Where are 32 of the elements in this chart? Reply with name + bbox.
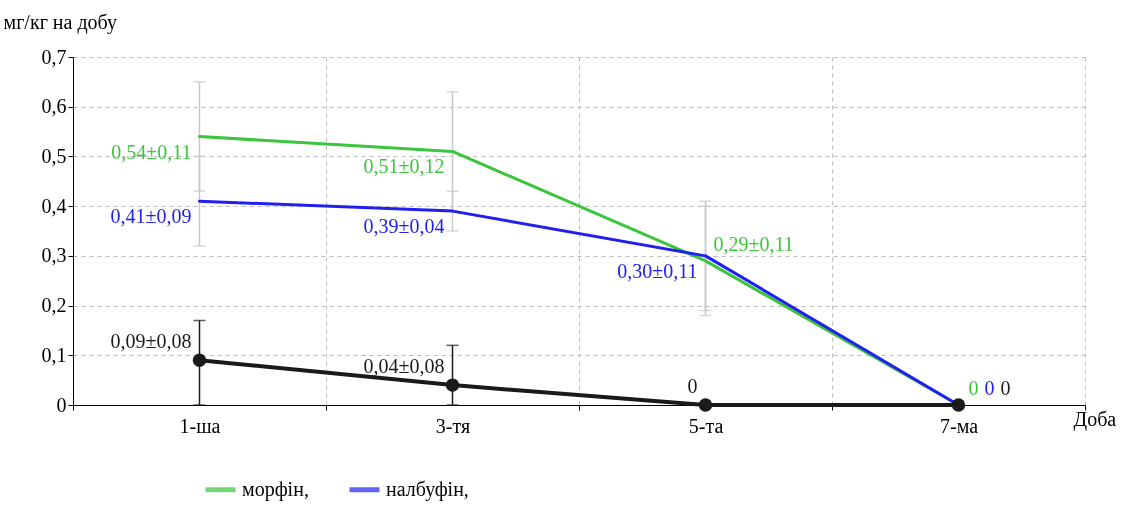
y-tick-label: 0,5 <box>41 144 67 167</box>
data-label: 0,51±0,12 <box>363 155 445 178</box>
x-tick-label: 7-ма <box>939 414 979 437</box>
y-tick-label: 0,3 <box>41 244 67 267</box>
data-label: 0,09±0,08 <box>110 330 192 353</box>
data-label: 0,54±0,11 <box>111 140 192 163</box>
point <box>698 398 713 412</box>
data-label: 0 <box>984 377 995 399</box>
y-tick-label: 0,7 <box>41 45 67 68</box>
point <box>445 378 460 392</box>
y-tick-label: 0,4 <box>41 194 67 217</box>
data-label: 0 <box>968 377 979 399</box>
y-tick-label: 0,6 <box>41 95 67 118</box>
x-tick-label: 1-ша <box>179 414 221 437</box>
data-label: 0,39±0,04 <box>363 215 445 238</box>
data-label: 0 <box>687 375 698 397</box>
data-label: 0,04±0,08 <box>363 355 445 378</box>
legend-label: морфін, <box>242 477 309 501</box>
x-tick-label: 3-тя <box>435 414 471 437</box>
y-tick-label: 0 <box>56 393 67 416</box>
legend-label: налбуфін, <box>386 477 469 501</box>
data-label: 0,30±0,11 <box>617 259 698 282</box>
data-label: 0 <box>1000 377 1011 399</box>
point <box>951 398 966 412</box>
x-axis-title: Доба <box>1073 407 1117 431</box>
data-label: 0,29±0,11 <box>713 232 794 255</box>
x-tick-label: 5-та <box>688 414 724 437</box>
point <box>192 353 207 367</box>
y-tick-label: 0,2 <box>41 294 67 317</box>
y-axis-title: мг/кг на добу <box>3 10 118 34</box>
data-label: 0,41±0,09 <box>110 205 192 228</box>
y-tick-label: 0,1 <box>41 343 67 366</box>
